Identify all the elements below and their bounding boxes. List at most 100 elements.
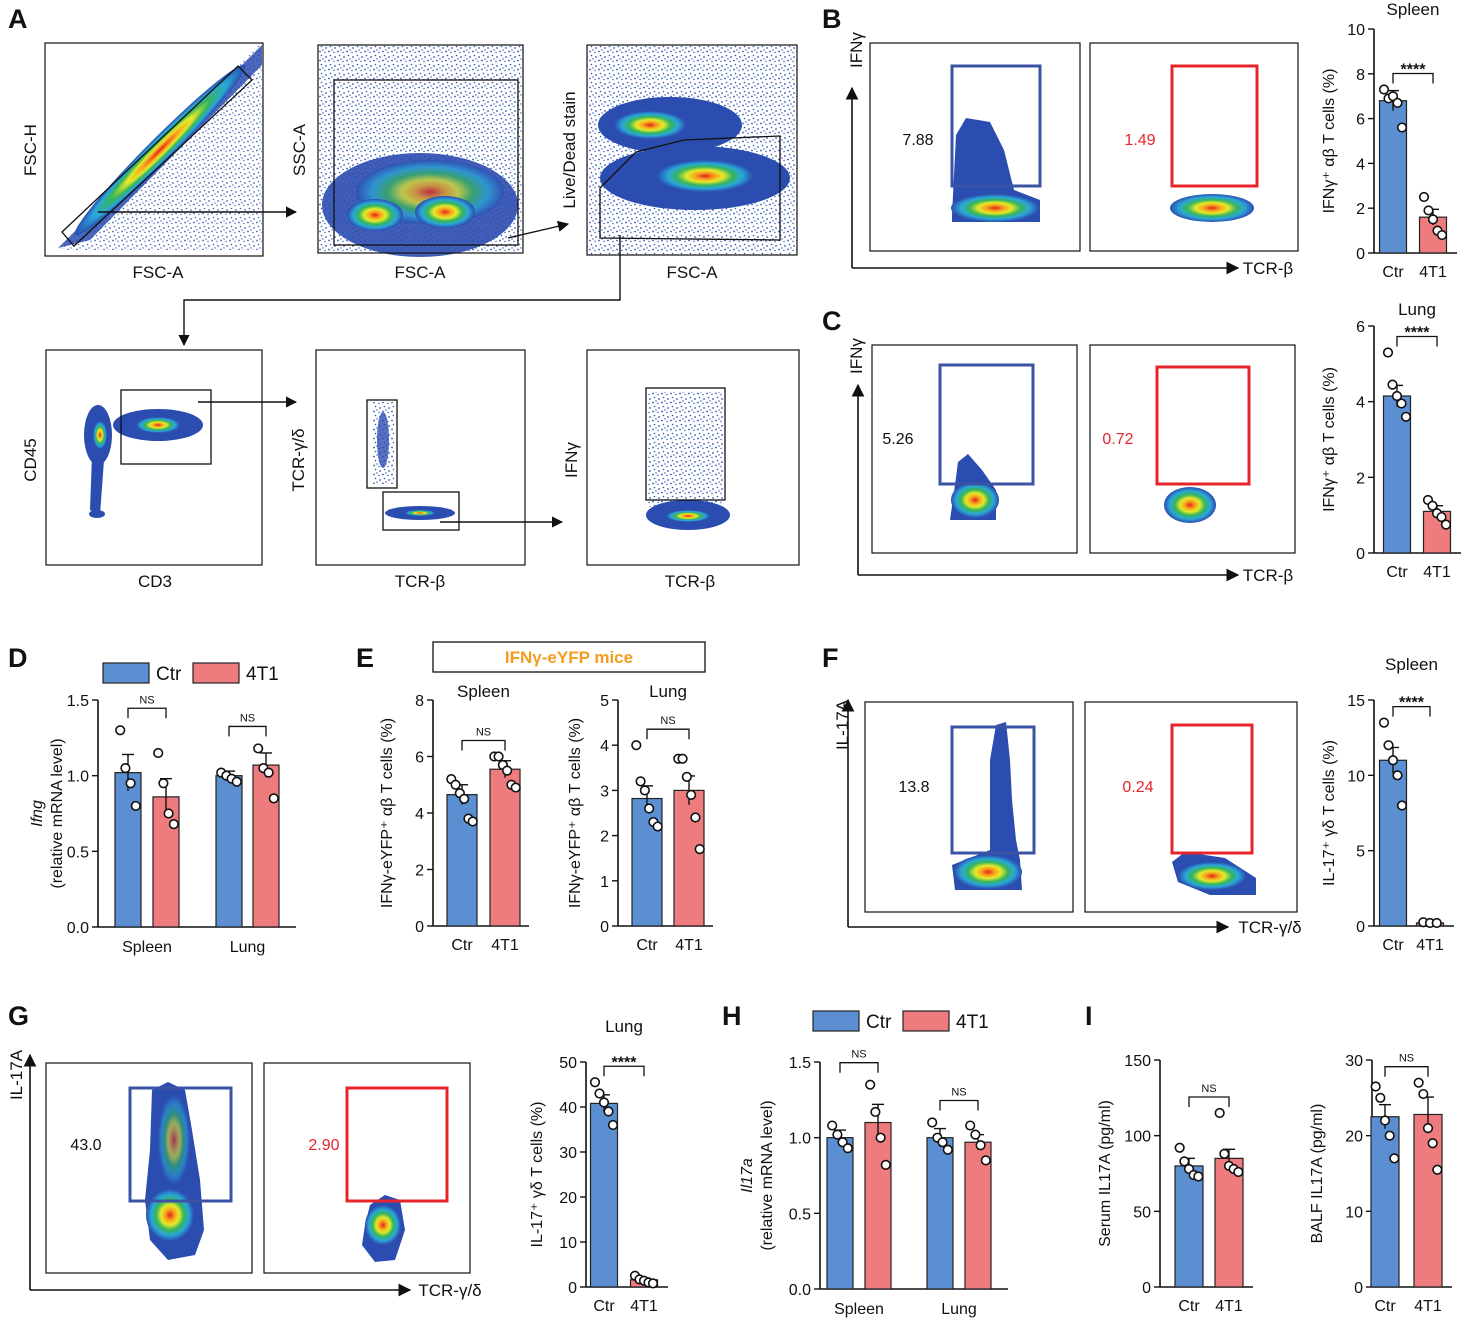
y-axis-label: SSC-A	[290, 123, 309, 176]
y-axis-label: FSC-H	[21, 124, 40, 176]
legend-label-ctr: Ctr	[866, 1012, 892, 1033]
y-axis-label: IFNγ⁺ αβ T cells (%)	[1321, 367, 1338, 512]
x-axis-label: FSC-A	[395, 263, 447, 282]
data-point	[1375, 1092, 1386, 1103]
y-tick-label: 0	[1356, 919, 1365, 936]
data-point	[832, 1129, 843, 1140]
data-point	[1423, 205, 1434, 216]
density-blob	[89, 510, 105, 518]
significance-label: ****	[1399, 695, 1425, 712]
y-tick-label: 10	[1347, 22, 1365, 39]
data-point	[1418, 191, 1430, 203]
significance-label: NS	[240, 712, 255, 724]
panel-letter-a: A	[8, 4, 28, 34]
y-axis-label: IL-17A	[833, 699, 852, 750]
bar-4t1	[864, 1121, 892, 1290]
data-point	[686, 789, 697, 801]
gate-value-ctr: 5.26	[882, 431, 913, 448]
data-point	[1391, 390, 1403, 402]
density-core	[74, 64, 246, 236]
data-point	[1413, 1077, 1424, 1088]
y-axis-label: IL-17⁺ γδ T cells (%)	[1321, 740, 1338, 886]
significance-label: NS	[1201, 1083, 1216, 1095]
data-point	[1384, 1130, 1395, 1141]
significance-bracket	[603, 1065, 645, 1077]
data-point	[690, 812, 701, 823]
panel-letter-i: I	[1085, 1001, 1093, 1031]
data-point	[975, 1140, 986, 1151]
data-point	[268, 793, 279, 804]
y-axis-label: CD45	[21, 438, 40, 481]
x-axis-label: CD3	[138, 572, 172, 591]
data-point	[1432, 1164, 1443, 1175]
data-point	[1179, 1156, 1190, 1167]
chart-title: Spleen	[1387, 0, 1440, 19]
data-point	[130, 800, 141, 812]
banner-e: IFNγ-eYFP mice	[432, 641, 706, 673]
y-tick-label: 2	[1356, 201, 1365, 218]
data-point	[168, 818, 179, 830]
significance-bracket	[1384, 1066, 1429, 1077]
data-point	[115, 725, 126, 736]
legend-label-4t1: 4T1	[956, 1012, 989, 1033]
data-point	[635, 776, 646, 787]
data-point	[598, 1097, 610, 1108]
density-core-top	[614, 111, 686, 139]
data-point	[1418, 1088, 1429, 1100]
plot-frame	[586, 349, 800, 566]
bar-chart-c: 0 2 4 6 IFNγ⁺ αβ T cells (%) Lung Ctr 4T1 ****	[1321, 300, 1461, 581]
y-tick-label: 50	[559, 1055, 577, 1072]
x-axis-label: TCR-γ/δ	[1238, 918, 1301, 937]
y-tick-label: 10	[1347, 768, 1365, 785]
data-point	[1392, 97, 1403, 109]
y-axis-label-gene: Ifng	[29, 800, 46, 827]
bar-4t1	[964, 1141, 992, 1290]
plot-frame	[44, 42, 264, 257]
bar-4t1	[152, 796, 180, 928]
gate-value-ctr: 43.0	[70, 1137, 101, 1154]
density-gd-core	[377, 412, 389, 468]
density-core-1	[347, 199, 403, 231]
y-tick-label: 1.0	[789, 1131, 811, 1148]
data-point	[589, 1077, 601, 1088]
y-tick-label: 0.5	[67, 844, 89, 861]
data-point	[1370, 1081, 1381, 1092]
y-axis-label: IFNγ	[562, 442, 581, 478]
data-point	[1436, 229, 1448, 241]
gate-4t1	[1170, 64, 1259, 188]
legend-d: Ctr 4T1	[102, 662, 279, 685]
y-tick-label: 1.0	[67, 769, 89, 786]
data-point	[1436, 511, 1447, 523]
panel-letter-g: G	[8, 1001, 29, 1031]
y-tick-label: 10	[1345, 1204, 1363, 1221]
chart-title: Spleen	[457, 682, 510, 701]
y-tick-label: 8	[1356, 67, 1365, 84]
gating-plot-5: TCR-β TCR-γ/δ	[289, 349, 526, 591]
y-tick-label: 2	[1356, 470, 1365, 487]
data-point	[927, 1117, 938, 1128]
data-point	[970, 1129, 981, 1140]
y-axis-label: Serum IL17A (pg/ml)	[1097, 1100, 1114, 1247]
y-axis-label: IFNγ	[847, 32, 866, 68]
bar-4t1	[1413, 1113, 1443, 1288]
y-tick-label: 4	[1356, 395, 1365, 412]
y-tick-label: 0	[568, 1280, 577, 1297]
plot-frame	[315, 349, 526, 566]
data-point	[942, 1144, 953, 1155]
data-point	[1396, 398, 1407, 409]
significance-bracket	[1392, 705, 1431, 717]
bar-4t1	[489, 768, 521, 927]
bar-ctr	[826, 1137, 854, 1290]
panel-g-flow: IL-17A TCR-γ/δ 43.0 2.90	[7, 1049, 482, 1300]
x-tick-label: 4T1	[675, 937, 703, 954]
data-point	[1427, 500, 1438, 511]
data-point	[652, 821, 663, 832]
gd-gate	[366, 399, 398, 489]
y-tick-label: 1	[600, 874, 609, 891]
significance-bracket	[1396, 335, 1438, 347]
data-point	[1389, 1153, 1400, 1164]
x-tick-label: Ctr	[1374, 1298, 1396, 1315]
bar-chart-f: 0 5 10 15 IL-17⁺ γδ T cells (%) Spleen Ctr 4T1 *…	[1321, 655, 1454, 954]
density-scatter	[648, 392, 724, 507]
x-tick-label: 4T1	[630, 1298, 658, 1315]
